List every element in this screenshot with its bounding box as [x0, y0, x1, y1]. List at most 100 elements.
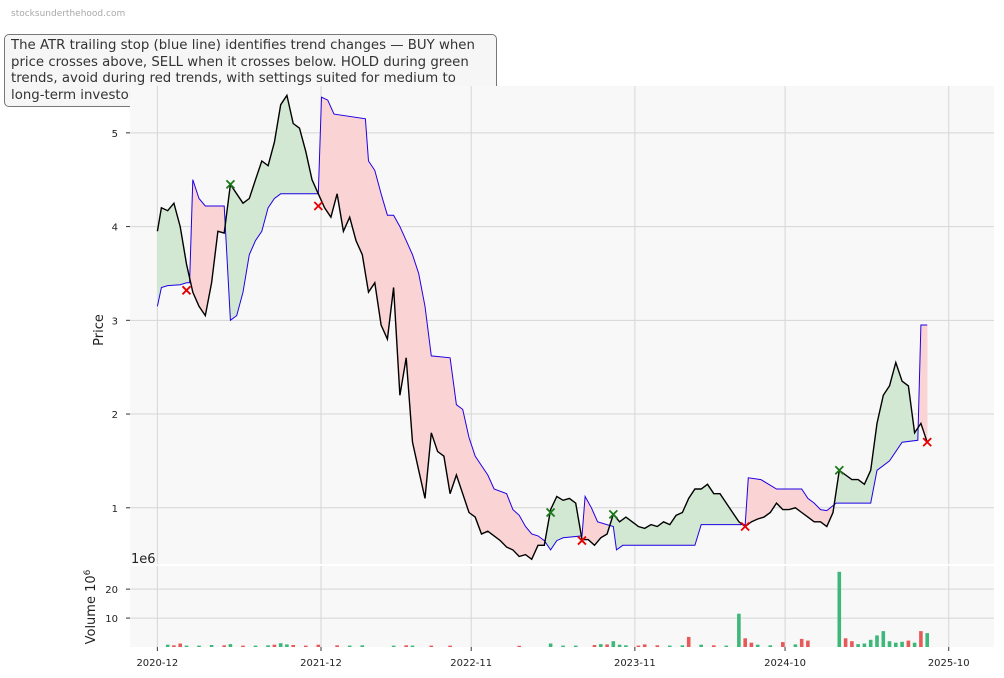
bear-trend-fill: [418, 273, 426, 499]
bull-trend-fill: [562, 497, 570, 539]
bear-trend-fill: [760, 479, 765, 519]
y-tick-label: 4: [112, 223, 118, 234]
x-tick-label: 2023-11: [614, 658, 656, 669]
volume-bar: [222, 645, 226, 647]
volume-bar: [278, 643, 283, 647]
bear-trend-fill: [355, 117, 363, 255]
volume-bar: [347, 645, 352, 647]
bear-trend-fill: [412, 254, 420, 471]
buy-signal-marker-stroke: [545, 507, 556, 518]
signal-markers: [181, 179, 932, 546]
bull-trend-fill: [713, 493, 721, 525]
volume-bar: [887, 641, 892, 647]
sell-signal-marker-stroke: [181, 285, 192, 295]
bull-trend-fill: [851, 479, 859, 504]
volume-bar: [266, 645, 270, 647]
sell-signal-marker-stroke: [740, 521, 750, 532]
buy-signal-marker-stroke: [834, 465, 844, 475]
volume-bar: [316, 644, 321, 647]
volume-bar: [172, 645, 176, 647]
volume-bar: [561, 645, 565, 647]
y-tick-label: 1: [112, 504, 118, 515]
bear-trend-fill: [751, 477, 759, 523]
volume-bar: [209, 645, 214, 647]
bear-trend-fill: [587, 500, 592, 544]
bull-trend-fill: [663, 521, 671, 546]
volume-offset-label: 1e6: [131, 552, 156, 567]
x-tick-label: 2024-10: [764, 658, 806, 669]
volume-bar: [391, 645, 396, 647]
volume-bar: [837, 571, 842, 647]
bear-trend-fill: [747, 477, 752, 525]
volume-bar: [304, 645, 308, 647]
sell-signal-marker-stroke: [313, 201, 323, 211]
bear-trend-fill: [330, 106, 335, 218]
watermark-text: stocksunderthehood.com: [11, 9, 126, 19]
bear-trend-fill: [782, 488, 790, 510]
sell-signal-marker: [313, 201, 323, 211]
sell-signal-marker: [577, 535, 587, 546]
sell-signal-marker-stroke: [922, 437, 932, 447]
bear-trend-fill: [343, 115, 351, 232]
bear-trend-fill: [584, 495, 589, 540]
bull-trend-fill: [625, 516, 630, 546]
bull-trend-fill: [292, 122, 300, 195]
bull-trend-fill: [161, 207, 168, 288]
y-tick-label: 2: [112, 410, 118, 421]
bull-trend-fill: [556, 495, 564, 542]
volume-bar: [178, 643, 182, 647]
volume-bar: [843, 638, 848, 647]
series-lines: [156, 93, 928, 561]
buy-signal-marker: [608, 509, 618, 519]
bull-trend-fill: [616, 517, 620, 551]
buy-signal-marker-stroke: [608, 509, 618, 519]
volume-bar: [724, 645, 729, 647]
volume-bar: [291, 645, 295, 647]
volume-bar: [241, 645, 245, 647]
volume-y-tick-label: 10: [105, 614, 118, 625]
volume-bar: [781, 642, 785, 647]
volume-bar: [605, 644, 609, 647]
bear-trend-fill: [333, 113, 338, 206]
x-tick-label: 2022-11: [450, 658, 492, 669]
volume-bar: [253, 645, 258, 647]
bear-trend-fill: [198, 197, 206, 317]
volume-bar: [642, 644, 647, 647]
volume-bar: [737, 613, 741, 647]
volume-panel-background: [130, 566, 994, 647]
bull-trend-fill: [230, 183, 237, 321]
sell-signal-marker: [740, 521, 750, 532]
volume-bar: [925, 633, 929, 647]
volume-bar: [228, 644, 233, 647]
bear-trend-fill: [788, 488, 796, 510]
volume-bar: [197, 645, 201, 647]
volume-bar: [272, 644, 277, 647]
volume-bar: [856, 644, 860, 647]
volume-bar: [285, 644, 289, 647]
volume-bar: [668, 645, 672, 647]
volume-bar: [906, 640, 911, 647]
volume-bar: [655, 645, 660, 647]
buy-signal-marker: [545, 507, 556, 518]
volume-bar: [360, 645, 365, 647]
volume-bar: [680, 645, 685, 647]
bear-trend-fill: [192, 179, 200, 307]
bear-trend-fill: [324, 98, 329, 214]
volume-bars: [165, 571, 929, 647]
bull-trend-fill: [901, 380, 909, 443]
bull-trend-fill: [619, 518, 624, 549]
volume-bar: [912, 642, 917, 647]
volume-bar: [636, 645, 641, 647]
volume-bar: [875, 635, 879, 647]
volume-bar: [868, 639, 873, 647]
price-gridlines: [130, 86, 994, 564]
bear-trend-fill: [327, 99, 332, 219]
volume-bar: [592, 645, 597, 647]
x-tick-label: 2025-10: [928, 658, 970, 669]
volume-bar: [517, 645, 521, 647]
bear-trend-fill: [481, 464, 489, 535]
bull-trend-fill: [167, 202, 175, 286]
volume-bar: [768, 645, 773, 647]
bull-trend-fill: [675, 512, 683, 546]
volume-bar: [749, 642, 754, 647]
